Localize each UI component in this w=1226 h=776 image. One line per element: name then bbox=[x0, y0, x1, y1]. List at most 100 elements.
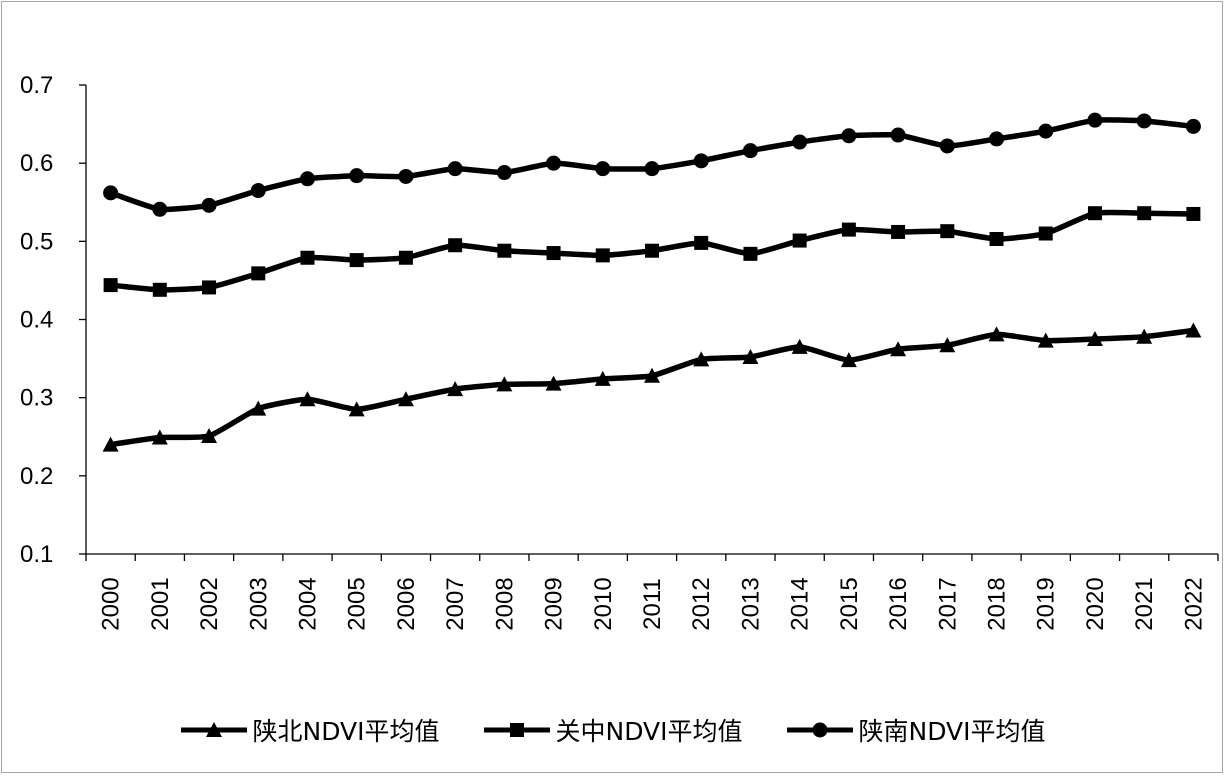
x-tick-label: 2006 bbox=[393, 577, 420, 630]
point-2015 bbox=[841, 222, 856, 237]
point-2007 bbox=[447, 161, 463, 177]
point-2002 bbox=[201, 427, 218, 443]
legend-triangle-marker-icon bbox=[180, 722, 247, 737]
x-tick-label: 2009 bbox=[541, 577, 568, 630]
series-square bbox=[103, 206, 1201, 297]
legend-label-north: 陕北NDVI平均值 bbox=[252, 717, 440, 746]
point-2016 bbox=[890, 127, 906, 143]
y-tick-label: 0.6 bbox=[20, 150, 53, 177]
point-2020 bbox=[1087, 112, 1103, 128]
point-2000 bbox=[103, 278, 118, 293]
point-2013 bbox=[743, 246, 758, 261]
x-tick-label: 2008 bbox=[491, 577, 518, 630]
point-2005 bbox=[349, 168, 365, 184]
point-2016 bbox=[891, 224, 906, 239]
legend: 陕北NDVI平均值 关中NDVI平均值 陕南NDVI平均值 bbox=[0, 708, 1226, 752]
x-tick-label: 2019 bbox=[1033, 577, 1060, 630]
point-2001 bbox=[151, 429, 168, 445]
point-2011 bbox=[644, 161, 660, 177]
point-2022 bbox=[1186, 206, 1201, 221]
series-line bbox=[107, 327, 1197, 448]
x-tick-label: 2007 bbox=[442, 577, 469, 630]
point-2011 bbox=[645, 243, 659, 258]
point-2022 bbox=[1185, 322, 1202, 338]
point-2021 bbox=[1136, 328, 1153, 344]
point-2010 bbox=[595, 161, 611, 177]
point-2006 bbox=[398, 168, 414, 184]
point-2002 bbox=[201, 197, 217, 213]
x-tick-label: 2000 bbox=[98, 577, 125, 630]
point-2014 bbox=[792, 134, 808, 150]
point-2016 bbox=[890, 341, 907, 357]
point-2020 bbox=[1087, 206, 1102, 221]
point-2008 bbox=[496, 376, 513, 392]
point-2009 bbox=[546, 246, 561, 261]
x-tick-label: 2012 bbox=[688, 577, 715, 630]
legend-square-marker-icon bbox=[483, 723, 550, 737]
point-2018 bbox=[989, 231, 1004, 246]
point-2012 bbox=[693, 351, 710, 367]
x-tick-label: 2002 bbox=[196, 577, 223, 630]
point-2006 bbox=[397, 391, 414, 407]
point-2011 bbox=[644, 367, 660, 383]
point-2010 bbox=[595, 248, 610, 263]
x-tick-label: 2001 bbox=[147, 577, 174, 630]
x-tick-label: 2005 bbox=[344, 577, 371, 630]
x-tick-label: 2010 bbox=[590, 577, 617, 630]
x-tick-label: 2011 bbox=[639, 578, 666, 630]
x-tick-label: 2020 bbox=[1082, 577, 1109, 630]
x-tick-label: 2015 bbox=[836, 577, 863, 630]
point-2014 bbox=[791, 338, 808, 354]
point-2009 bbox=[546, 155, 562, 171]
legend-circle-marker-icon bbox=[786, 722, 853, 738]
point-2017 bbox=[939, 337, 956, 353]
y-tick-label: 0.3 bbox=[20, 385, 53, 412]
y-tick-label: 0.5 bbox=[20, 228, 53, 255]
x-tick-label: 2016 bbox=[885, 577, 912, 630]
legend-item-central: 关中NDVI平均值 bbox=[483, 712, 743, 748]
point-2015 bbox=[840, 352, 857, 368]
point-2008 bbox=[497, 243, 512, 258]
point-2018 bbox=[989, 131, 1005, 147]
point-2007 bbox=[447, 381, 464, 397]
point-2015 bbox=[841, 128, 857, 144]
point-2005 bbox=[348, 401, 365, 417]
point-2000 bbox=[102, 436, 119, 452]
x-tick-label: 2013 bbox=[737, 577, 764, 630]
point-2001 bbox=[152, 282, 167, 297]
line-chart: 0.10.20.30.40.50.60.7 2000 2001 2002 2003 20… bbox=[20, 72, 1219, 631]
point-2004 bbox=[299, 391, 316, 407]
point-2019 bbox=[1038, 123, 1054, 139]
x-tick-label: 2022 bbox=[1180, 577, 1207, 630]
y-tick-labels: 0.1 0.2 0.3 0.4 0.5 0.6 0.7 bbox=[20, 72, 53, 568]
y-tick-label: 0.1 bbox=[20, 541, 53, 568]
point-2021 bbox=[1137, 206, 1152, 221]
point-2022 bbox=[1185, 118, 1201, 134]
point-2013 bbox=[742, 143, 758, 159]
point-2008 bbox=[496, 165, 512, 181]
point-2017 bbox=[940, 224, 955, 239]
x-tick-labels: 2000 2001 2002 2003 2004 2005 2006 2007 2008 2009… bbox=[98, 577, 1208, 630]
series-triangle bbox=[102, 322, 1202, 452]
x-tick-label: 2021 bbox=[1131, 577, 1158, 630]
point-2013 bbox=[742, 349, 759, 365]
point-2005 bbox=[349, 253, 364, 268]
point-2004 bbox=[300, 250, 315, 265]
x-tick-label: 2014 bbox=[787, 577, 814, 630]
y-tick-label: 0.7 bbox=[20, 72, 53, 99]
point-2014 bbox=[792, 233, 807, 248]
x-tick-label: 2004 bbox=[294, 577, 321, 630]
series-circle bbox=[103, 112, 1201, 217]
point-2017 bbox=[939, 138, 955, 154]
legend-item-south: 陕南NDVI平均值 bbox=[786, 712, 1046, 748]
x-tick-label: 2017 bbox=[934, 577, 961, 630]
point-2004 bbox=[299, 171, 315, 187]
point-2007 bbox=[448, 238, 463, 253]
x-tick-label: 2003 bbox=[245, 577, 272, 630]
point-2006 bbox=[398, 250, 413, 265]
series-layer bbox=[102, 112, 1202, 452]
point-2021 bbox=[1136, 113, 1152, 129]
point-2000 bbox=[103, 185, 119, 201]
point-2003 bbox=[250, 400, 267, 416]
